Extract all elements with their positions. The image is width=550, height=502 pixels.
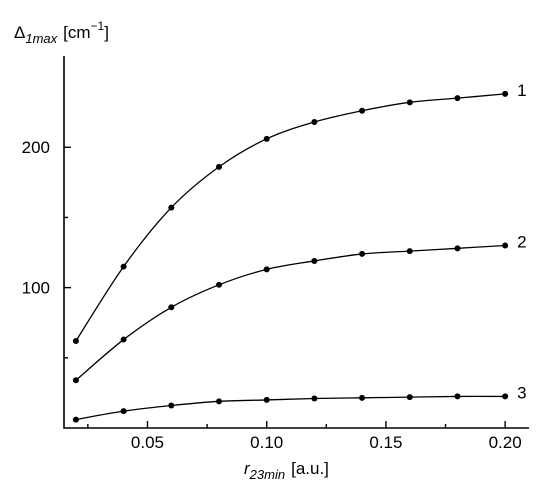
data-point: [359, 394, 366, 401]
data-point: [72, 416, 79, 423]
data-point: [454, 393, 461, 400]
x-ticks: 0.05 0.10 0.15 0.20: [87, 421, 522, 452]
data-point: [72, 337, 79, 344]
series-line-2: [75, 244, 506, 381]
y-axis-title: Δ1max [cm−1]: [14, 19, 109, 46]
data-point: [502, 90, 509, 97]
x-tick-label: 0.10: [250, 433, 283, 452]
data-point: [406, 99, 413, 106]
data-point: [311, 257, 318, 264]
data-point: [216, 163, 222, 170]
x-tick-label: 0.05: [131, 433, 164, 452]
data-point: [454, 245, 461, 252]
y-ticks: 100 200: [22, 138, 71, 359]
data-point: [263, 266, 270, 273]
data-point: [216, 281, 222, 288]
series-label-2: 2: [517, 233, 526, 252]
series-2: 2: [72, 233, 527, 384]
axis-frame: [63, 56, 529, 429]
data-point: [120, 263, 127, 270]
data-point: [406, 248, 413, 255]
data-point: [311, 395, 318, 402]
x-tick-label: 0.20: [489, 433, 522, 452]
data-point: [406, 394, 413, 401]
data-point: [359, 250, 366, 257]
series-line-3: [75, 395, 506, 421]
series-1: 1: [72, 81, 527, 344]
series-3: 3: [72, 383, 527, 423]
data-point: [359, 107, 366, 114]
data-point: [454, 95, 461, 102]
x-axis-title: r23min [a.u.]: [244, 459, 329, 482]
data-point: [72, 377, 79, 384]
data-point: [311, 118, 318, 125]
y-tick-label: 200: [22, 138, 50, 157]
x-tick-label: 0.15: [369, 433, 402, 452]
y-tick-label: 100: [22, 279, 50, 298]
series-line-1: [75, 93, 506, 342]
series-label-3: 3: [517, 383, 526, 402]
data-point: [168, 204, 175, 211]
data-point: [120, 408, 127, 415]
data-point: [263, 396, 270, 403]
data-point: [502, 393, 509, 400]
series-group: 1 2 3: [72, 81, 527, 423]
data-point: [168, 402, 175, 409]
data-point: [120, 336, 127, 343]
axes: [63, 56, 529, 429]
series-label-1: 1: [517, 81, 526, 100]
data-point: [263, 135, 270, 142]
data-point: [216, 398, 222, 405]
data-point: [502, 242, 509, 249]
data-point: [168, 304, 175, 311]
